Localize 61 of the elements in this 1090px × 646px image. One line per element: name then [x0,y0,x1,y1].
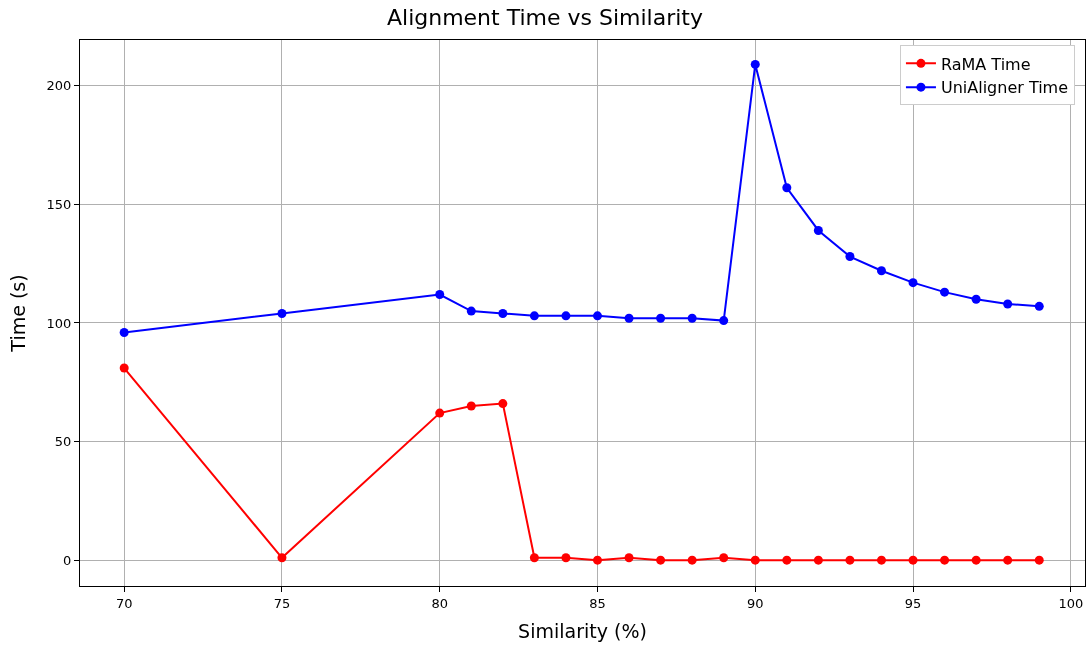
point [782,183,792,193]
point [592,555,602,565]
x-tick-label: 100 [1058,595,1084,611]
point [529,553,539,563]
x-tick-label: 75 [273,595,291,611]
point [845,252,855,262]
point [750,555,760,565]
point [908,278,918,288]
point [1034,301,1044,311]
point [277,553,287,563]
point [687,555,697,565]
legend-label: RaMA Time [940,54,1031,74]
point [1034,555,1044,565]
point [277,308,287,318]
point [1003,299,1013,309]
point [656,313,666,323]
x-tick-label: 85 [589,595,606,611]
point [940,555,950,565]
point [971,294,981,304]
x-tick-label: 90 [746,595,764,611]
legend-label: UniAligner Time [940,78,1069,98]
y-tick-label: 50 [54,434,72,450]
point [561,553,571,563]
y-tick-label: 200 [46,78,72,94]
point [498,399,508,409]
point [561,311,571,321]
y-tick-label: 100 [46,315,72,331]
point [719,316,729,326]
point [656,555,666,565]
point [498,308,508,318]
point [940,287,950,297]
point [719,553,729,563]
x-axis-title: Similarity (%) [518,620,647,643]
point [529,311,539,321]
point [971,555,981,565]
point [813,555,823,565]
point [592,311,602,321]
point [1003,555,1013,565]
point [845,555,855,565]
point [908,555,918,565]
point [466,306,476,316]
y-tick-label: 150 [46,196,72,212]
point [687,313,697,323]
point [466,401,476,411]
point [435,290,445,299]
y-axis-title: Time (s) [7,274,30,353]
x-tick-label: 80 [431,595,448,611]
chart-title: Alignment Time vs Similarity [386,5,704,31]
x-tick-label: 70 [115,595,133,611]
point [624,553,634,563]
point [876,555,886,565]
point [813,225,823,235]
point [435,408,445,418]
x-tick-label: 95 [904,595,922,611]
point [782,555,792,565]
y-tick-label: 0 [63,552,72,568]
point [750,59,760,69]
point [119,363,129,373]
point [119,327,129,337]
point [876,266,886,276]
point [624,313,634,323]
